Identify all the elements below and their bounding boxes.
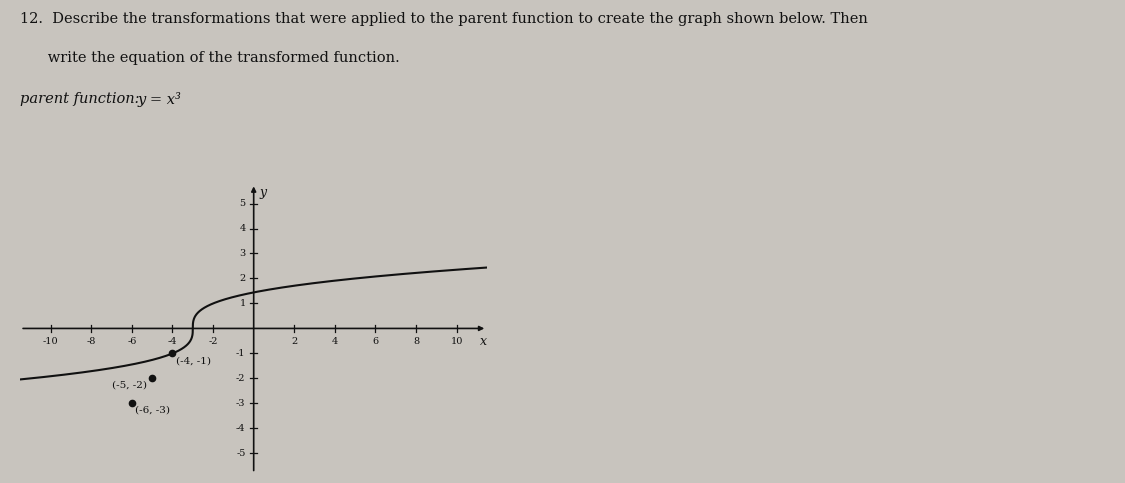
Text: x: x (479, 335, 487, 348)
Text: 6: 6 (372, 338, 378, 346)
Text: y: y (260, 185, 267, 199)
Text: -10: -10 (43, 338, 58, 346)
Text: parent function:: parent function: (20, 92, 144, 106)
Text: 2: 2 (291, 338, 297, 346)
Text: 2: 2 (240, 274, 245, 283)
Text: -8: -8 (87, 338, 96, 346)
Text: (-5, -2): (-5, -2) (112, 381, 147, 389)
Text: 3: 3 (240, 249, 245, 258)
Text: 4: 4 (332, 338, 338, 346)
Text: y = x³: y = x³ (137, 92, 181, 107)
Text: -2: -2 (208, 338, 218, 346)
Text: -6: -6 (127, 338, 136, 346)
Text: -2: -2 (236, 374, 245, 383)
Text: 1: 1 (240, 299, 245, 308)
Text: 4: 4 (240, 224, 245, 233)
Text: (-4, -1): (-4, -1) (176, 356, 210, 366)
Text: 10: 10 (450, 338, 462, 346)
Text: 12.  Describe the transformations that were applied to the parent function to cr: 12. Describe the transformations that we… (20, 12, 868, 26)
Text: -3: -3 (236, 399, 245, 408)
Text: write the equation of the transformed function.: write the equation of the transformed fu… (20, 51, 400, 65)
Text: -4: -4 (168, 338, 178, 346)
Text: -5: -5 (236, 449, 245, 458)
Text: -1: -1 (236, 349, 245, 358)
Text: 8: 8 (413, 338, 420, 346)
Text: (-6, -3): (-6, -3) (135, 405, 170, 414)
Text: 5: 5 (240, 199, 245, 208)
Text: -4: -4 (236, 424, 245, 433)
